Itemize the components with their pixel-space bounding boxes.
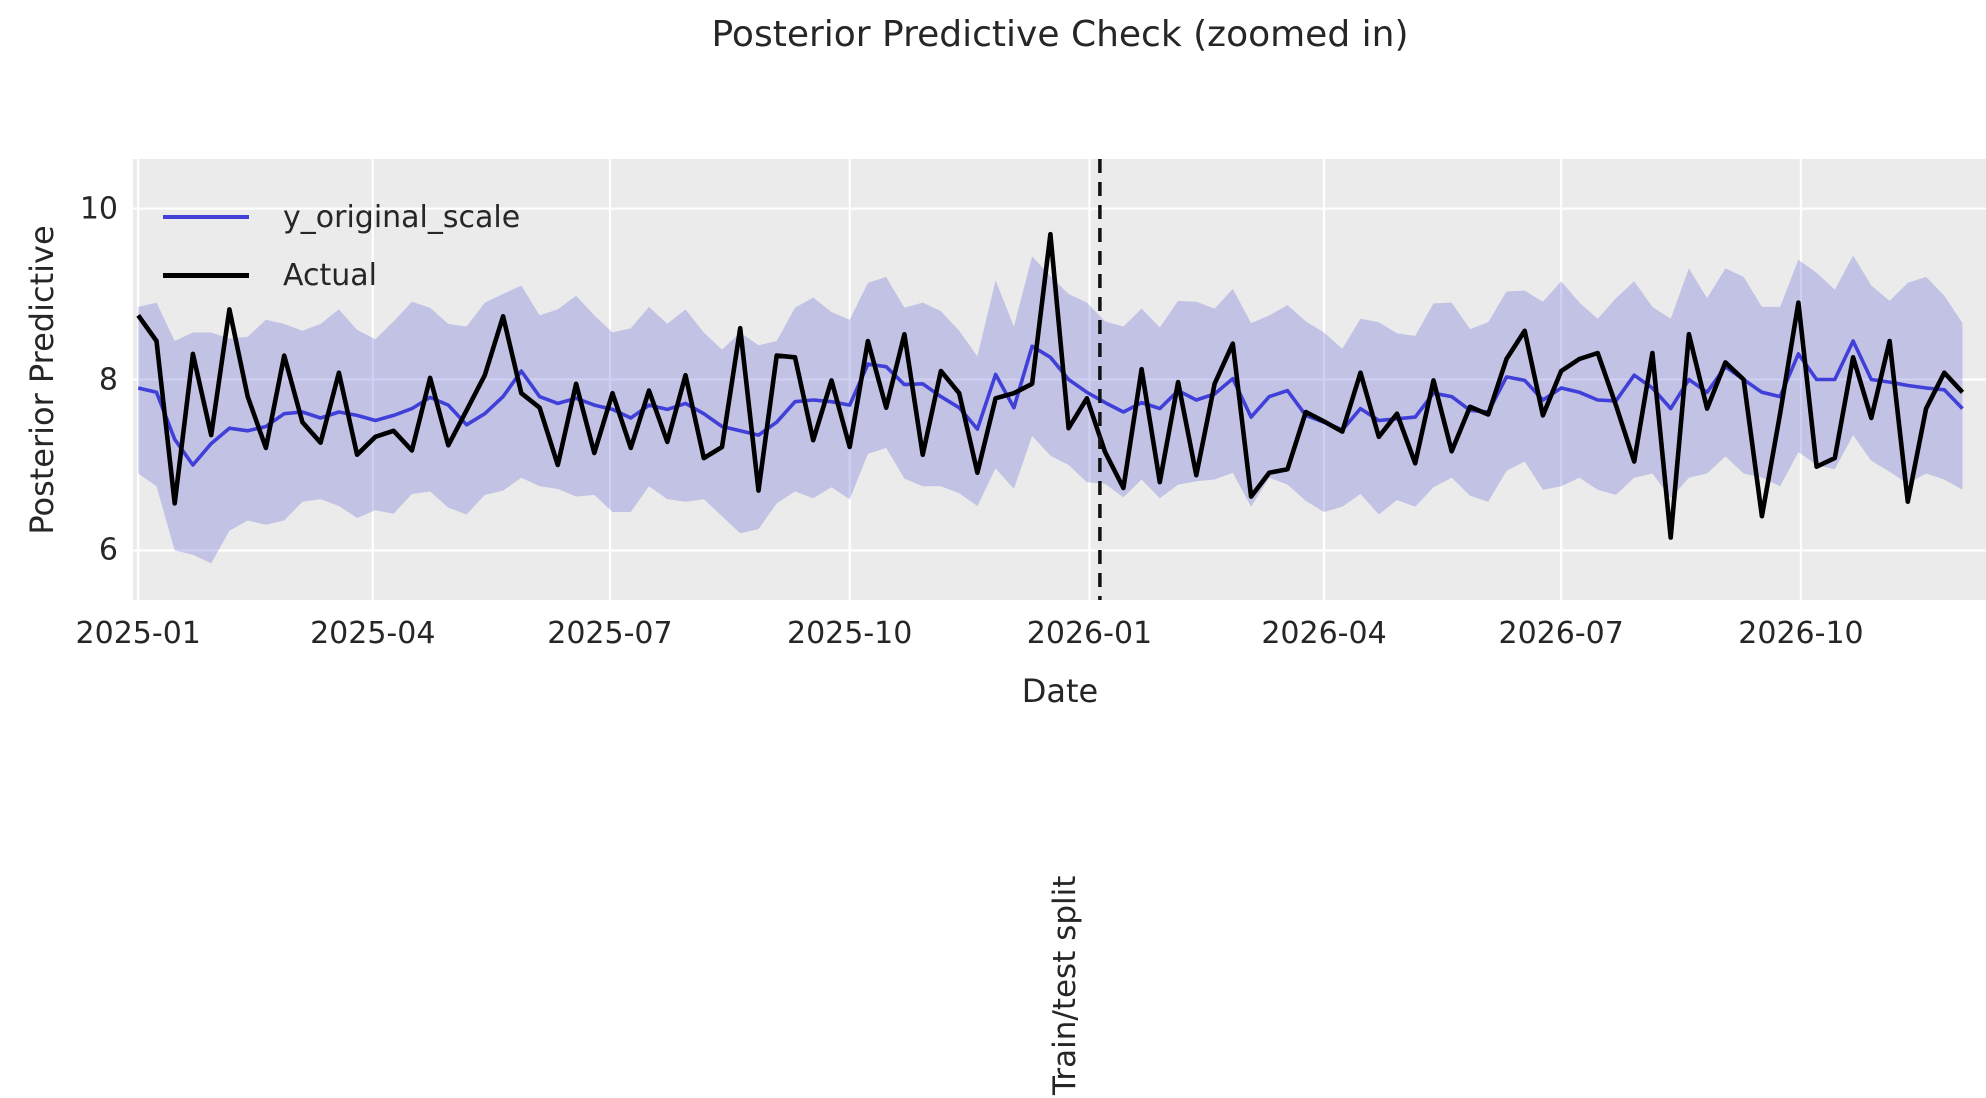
x-tick-label: 2026-07 — [1498, 616, 1624, 651]
legend-label: y_original_scale — [283, 199, 521, 235]
legend: y_original_scale Actual — [163, 188, 520, 304]
legend-line-sample-actual — [163, 272, 249, 278]
legend-item-actual: Actual — [163, 246, 520, 304]
y-tick-label: 8 — [98, 362, 118, 397]
x-tick-label: 2026-01 — [1026, 616, 1153, 651]
chart-title: Posterior Predictive Check (zoomed in) — [711, 14, 1409, 55]
train-test-split-annotation: Train/test split — [1047, 875, 1083, 1095]
x-tick-label: 2026-04 — [1261, 616, 1387, 651]
x-axis-label: Date — [1021, 672, 1099, 710]
actual-line — [136, 231, 1965, 540]
legend-item-y-original-scale: y_original_scale — [163, 188, 520, 246]
legend-line-sample-predicted — [163, 215, 249, 219]
x-tick-label: 2026-10 — [1738, 616, 1864, 651]
x-tick-label: 2025-04 — [310, 616, 436, 651]
hdi-band — [138, 255, 1963, 564]
y-tick-label: 10 — [79, 191, 118, 227]
y-tick-label: 6 — [98, 532, 118, 568]
x-tick-label: 2025-07 — [547, 616, 673, 651]
x-tick-label: 2025-10 — [787, 616, 913, 651]
legend-label: Actual — [283, 257, 377, 293]
x-tick-label: 2025-01 — [75, 616, 201, 651]
